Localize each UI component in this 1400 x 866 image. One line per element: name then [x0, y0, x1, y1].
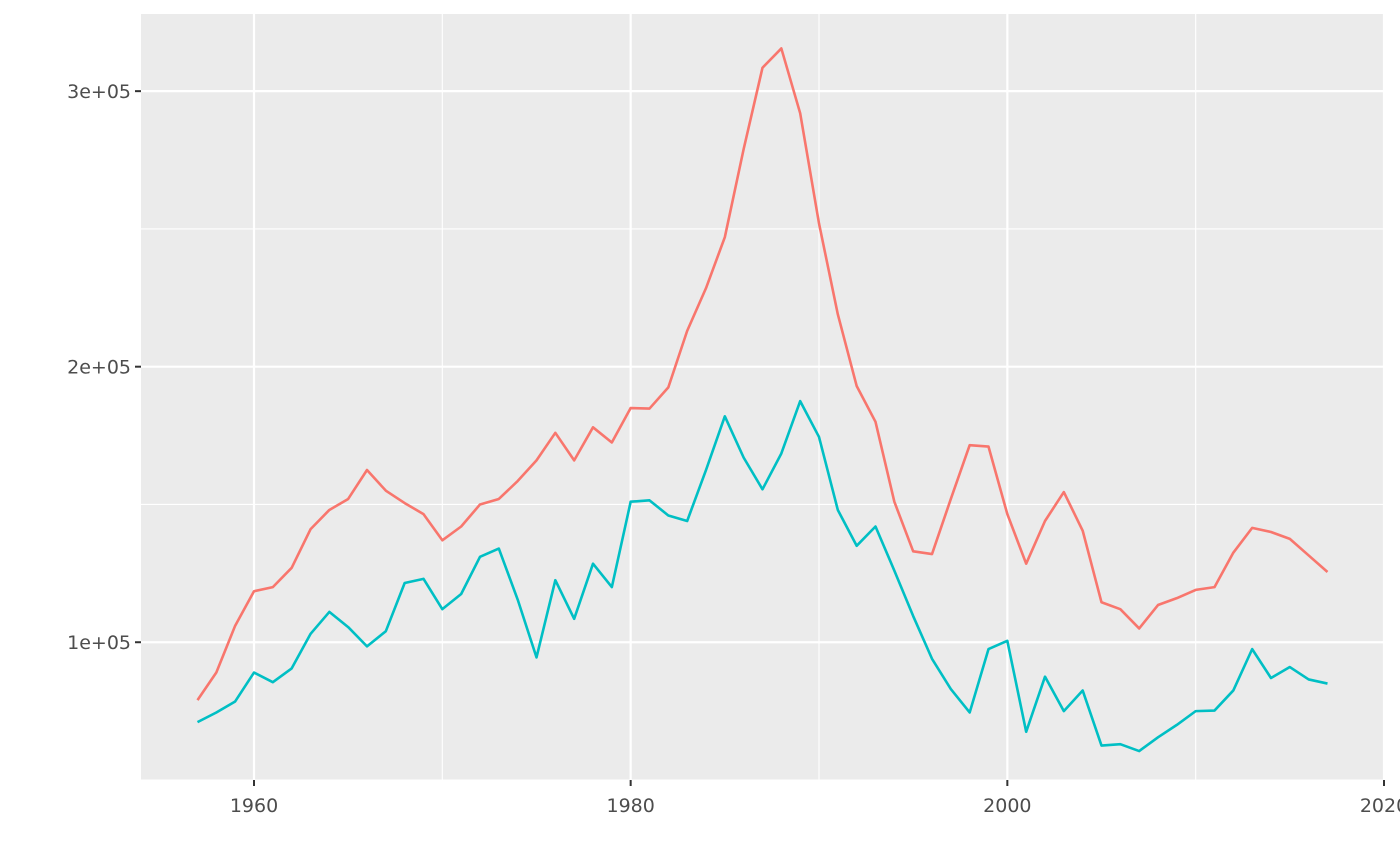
series-lines [196, 47, 1329, 753]
x-axis: 1960 1980 2000 2020 [230, 780, 1400, 817]
x-tick-label: 2000 [983, 795, 1031, 817]
x-tick-label: 2020 [1360, 795, 1400, 817]
series-line-1 [196, 47, 1329, 701]
series-line-2 [196, 399, 1328, 753]
y-tick-label: 1e+05 [67, 632, 131, 654]
major-gridlines [141, 14, 1386, 780]
x-tick-label: 1960 [230, 795, 278, 817]
minor-gridlines [141, 14, 1384, 781]
panel-background [141, 14, 1384, 780]
y-tick-label: 3e+05 [67, 81, 131, 103]
y-axis: 1e+05 2e+05 3e+05 [67, 81, 141, 654]
y-tick-label: 2e+05 [67, 357, 131, 379]
x-tick-label: 1980 [606, 795, 654, 817]
